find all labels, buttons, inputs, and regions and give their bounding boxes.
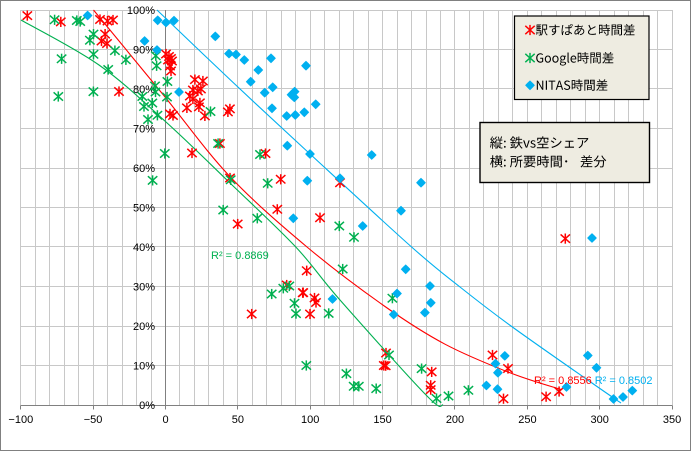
svg-text:60%: 60% bbox=[133, 163, 155, 175]
svg-text:90%: 90% bbox=[133, 45, 155, 57]
svg-text:100%: 100% bbox=[127, 5, 155, 17]
svg-text:350: 350 bbox=[663, 414, 681, 426]
svg-text:100: 100 bbox=[301, 414, 319, 426]
svg-text:0: 0 bbox=[162, 414, 168, 426]
svg-text:−50: −50 bbox=[84, 414, 103, 426]
svg-text:200: 200 bbox=[446, 414, 464, 426]
svg-text:20%: 20% bbox=[133, 321, 155, 333]
svg-text:50%: 50% bbox=[133, 203, 155, 215]
svg-text:30%: 30% bbox=[133, 282, 155, 294]
svg-text:300: 300 bbox=[591, 414, 609, 426]
svg-text:40%: 40% bbox=[133, 242, 155, 254]
svg-text:150: 150 bbox=[373, 414, 391, 426]
svg-text:R² = 0.8556: R² = 0.8556 bbox=[534, 375, 592, 387]
svg-text:R² = 0.8869: R² = 0.8869 bbox=[211, 250, 269, 262]
svg-text:−100: −100 bbox=[8, 414, 33, 426]
svg-text:50: 50 bbox=[232, 414, 244, 426]
svg-text:70%: 70% bbox=[133, 124, 155, 136]
svg-text:250: 250 bbox=[518, 414, 536, 426]
svg-text:10%: 10% bbox=[133, 361, 155, 373]
svg-text:R² = 0.8502: R² = 0.8502 bbox=[595, 375, 653, 387]
svg-text:0%: 0% bbox=[139, 400, 155, 412]
